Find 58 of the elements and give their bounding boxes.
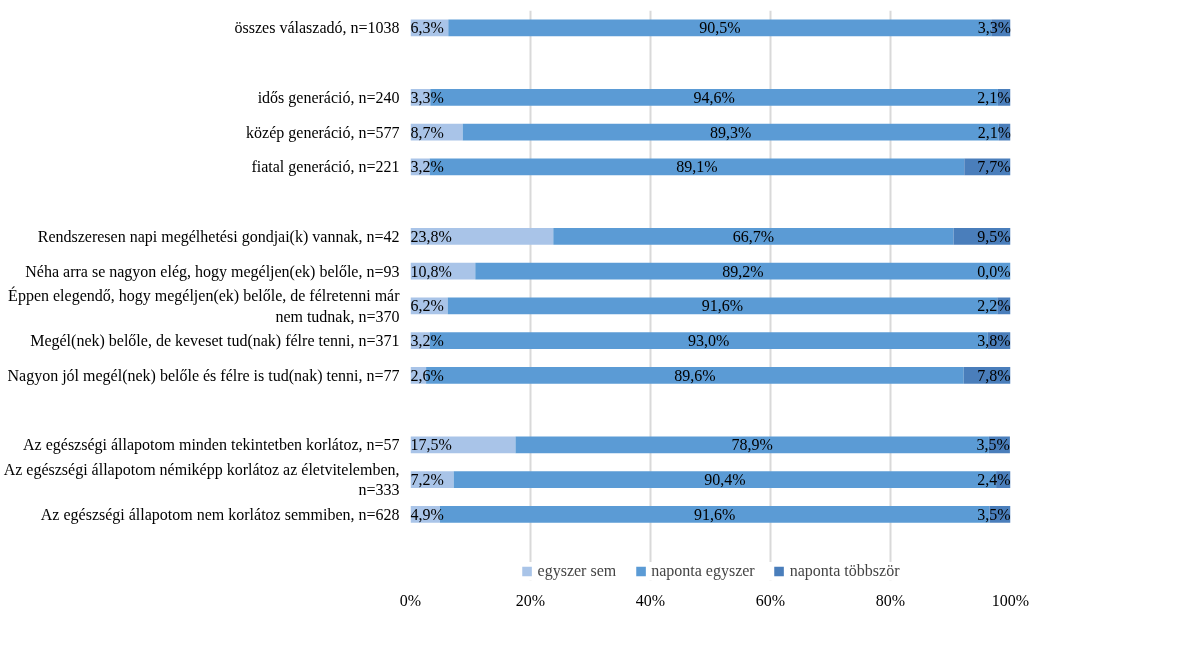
y-tick-label: közép generáció, n=577 xyxy=(246,123,400,142)
data-label: 17,5% xyxy=(410,436,452,454)
data-label: 4,9% xyxy=(410,505,444,523)
data-label: 3,2% xyxy=(410,332,444,350)
y-tick-label: Éppen elegendő, hogy megéljen(ek) belőle, de félretenni már nem tudnak, n=370 xyxy=(8,286,401,325)
data-label: 2,4% xyxy=(977,471,1011,489)
data-label: 3,5% xyxy=(976,436,1010,454)
data-label: 10,8% xyxy=(410,262,452,280)
data-label: 3,8% xyxy=(977,332,1011,350)
data-label: 2,6% xyxy=(410,366,444,384)
y-tick-label: összes válaszadó, n=1038 xyxy=(234,19,400,37)
legend-label: naponta egyszer xyxy=(651,562,755,580)
data-label: 89,1% xyxy=(676,158,718,176)
data-label: 78,9% xyxy=(731,436,773,454)
y-tick-label: Megél(nek) belőle, de keveset tud(nak) félre tenni, n=371 xyxy=(30,332,400,351)
bar xyxy=(475,262,1011,280)
data-label: 8,7% xyxy=(410,123,444,141)
y-tick-label: Az egészségi állapotom nem korlátoz semmiben, n=628 xyxy=(40,505,400,524)
data-label: 89,6% xyxy=(674,366,716,384)
legend-label: egyszer sem xyxy=(537,562,617,580)
legend-label: naponta többször xyxy=(789,562,900,580)
x-tick-label: 20% xyxy=(515,591,546,609)
data-label: 91,6% xyxy=(694,505,736,523)
y-tick-label: Az egészségi állapotom minden tekintetben korlátoz, n=57 xyxy=(23,436,400,455)
data-label: 0,0% xyxy=(977,262,1011,280)
data-label: 2,1% xyxy=(977,88,1011,106)
data-label: 7,7% xyxy=(977,158,1011,176)
y-tick-label: idős generáció, n=240 xyxy=(257,88,400,107)
data-label: 7,8% xyxy=(977,366,1011,384)
data-label: 89,3% xyxy=(709,123,752,141)
data-label: 90,4% xyxy=(704,471,746,489)
y-tick-label: Az egészségi állapotom némiképp korlátoz az életvitelemben, n=333 xyxy=(3,461,400,499)
data-label: 89,2% xyxy=(722,262,764,280)
y-tick-label: Néha arra se nagyon elég, hogy megéljen(ek) belőle, n=93 xyxy=(25,262,400,281)
data-label: 3,2% xyxy=(410,158,444,176)
data-label: 93,0% xyxy=(688,332,730,350)
data-label: 66,7% xyxy=(732,227,775,245)
data-label: 94,6% xyxy=(693,88,735,106)
x-tick-label: 60% xyxy=(755,591,786,609)
data-label: 2,2% xyxy=(977,297,1011,315)
data-label: 9,5% xyxy=(977,227,1011,245)
y-tick-label: Nagyon jól megél(nek) belőle és félre is tud(nak) tenni, n=77 xyxy=(7,366,400,385)
x-tick-label: 80% xyxy=(875,591,906,609)
bar xyxy=(410,228,554,245)
x-tick-label: 40% xyxy=(635,591,666,609)
data-label: 3,3% xyxy=(410,88,444,106)
data-label: 6,3% xyxy=(410,19,444,37)
x-tick-label: 0% xyxy=(399,591,422,609)
data-label: 3,5% xyxy=(977,505,1011,523)
data-label: 23,8% xyxy=(410,227,452,245)
data-label: 90,5% xyxy=(699,19,741,37)
data-label: 91,6% xyxy=(701,297,744,315)
y-tick-label: Rendszeresen napi megélhetési gondjai(k) vannak, n=42 xyxy=(37,227,400,246)
x-tick-label: 100% xyxy=(991,591,1030,609)
bar xyxy=(553,228,954,245)
data-label: 6,2% xyxy=(410,297,444,315)
data-label: 7,2% xyxy=(410,471,444,489)
y-tick-label: fiatal generáció, n=221 xyxy=(251,158,400,177)
